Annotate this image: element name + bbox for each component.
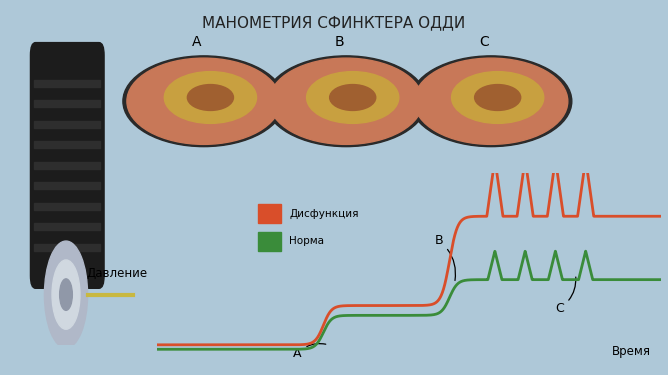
Bar (258, 232, 281, 251)
Text: B: B (434, 234, 456, 280)
Bar (34, 182, 100, 189)
Text: A: A (192, 35, 202, 49)
Text: C: C (555, 277, 576, 315)
Text: A: A (293, 344, 326, 360)
Text: Время: Время (613, 345, 651, 358)
Bar (34, 121, 100, 128)
Text: C: C (480, 35, 489, 49)
Text: B: B (335, 35, 344, 49)
Bar (34, 244, 100, 250)
Bar (34, 80, 100, 87)
Bar (34, 202, 100, 210)
Bar (258, 204, 281, 223)
Circle shape (59, 279, 72, 310)
Circle shape (44, 241, 88, 348)
Text: Норма: Норма (289, 236, 324, 246)
FancyBboxPatch shape (31, 43, 104, 288)
Circle shape (52, 260, 80, 329)
Text: Давление: Давление (86, 267, 148, 280)
Bar (34, 162, 100, 169)
Bar (34, 100, 100, 107)
Bar (34, 223, 100, 230)
Bar (34, 141, 100, 148)
Text: Дисфункция: Дисфункция (289, 209, 359, 219)
Text: МАНОМЕТРИЯ СФИНКТЕРА ОДДИ: МАНОМЕТРИЯ СФИНКТЕРА ОДДИ (202, 15, 466, 30)
